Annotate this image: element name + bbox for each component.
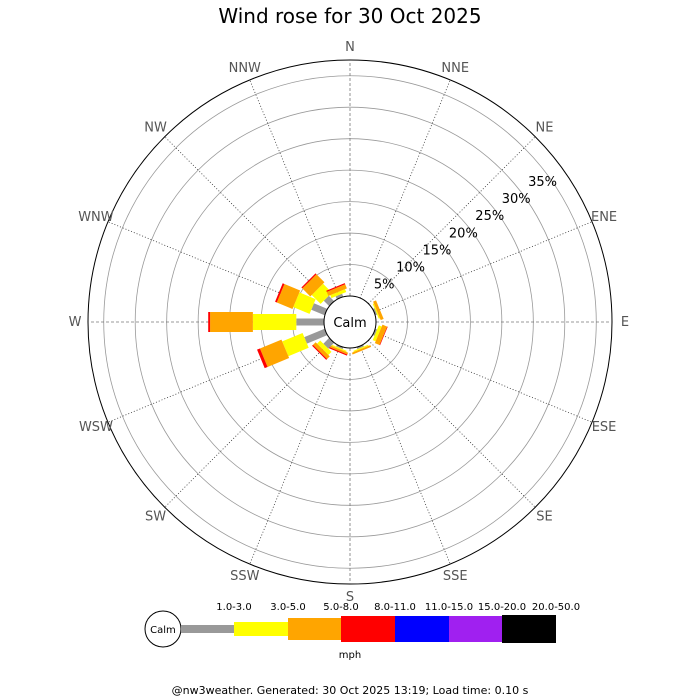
spoke-sse — [359, 345, 451, 565]
petal-segment-sse-bin1 — [356, 344, 364, 350]
direction-label-wnw: WNW — [78, 210, 114, 225]
petal-segment-sse-bin2 — [353, 344, 369, 352]
petal-segment-wsw-bin4 — [257, 348, 268, 369]
chart-title: Wind rose for 30 Oct 2025 — [218, 4, 482, 28]
legend-swatch-bin3 — [288, 618, 341, 640]
legend-swatch-bin7 — [502, 615, 556, 643]
radial-tick-label: 5% — [374, 278, 395, 293]
petal-segment-nw-bin2 — [311, 283, 332, 304]
direction-label-nnw: NNW — [229, 61, 261, 76]
legend-units-label: mph — [339, 650, 361, 661]
direction-label-nne: NNE — [441, 61, 469, 76]
petal-segment-sw-bin3 — [312, 342, 330, 360]
petal-segment-wnw-bin3 — [276, 284, 301, 310]
petal-segment-ssw-bin4 — [328, 346, 348, 356]
direction-label-wsw: WSW — [79, 420, 113, 435]
spoke-se — [368, 340, 536, 508]
petal-segment-ssw-bin1 — [336, 344, 344, 350]
legend-bin-label: 5.0-8.0 — [323, 602, 358, 613]
radial-tick-label: 30% — [502, 192, 531, 207]
legend-swatch-bin2 — [234, 622, 288, 636]
legend-bin-label: 1.0-3.0 — [216, 602, 251, 613]
direction-label-w: W — [69, 315, 82, 330]
spoke-ssw — [249, 345, 341, 565]
spoke-nw — [164, 136, 332, 304]
grid-ring-30 — [134, 106, 566, 538]
petal-segment-ese-bin4 — [379, 326, 388, 346]
legend-swatch-bin5 — [395, 616, 449, 642]
legend-bin-label: 3.0-5.0 — [270, 602, 305, 613]
direction-label-ene: ENE — [591, 210, 617, 225]
legend-swatch-bin4 — [341, 616, 395, 642]
petal-segment-ene-bin3 — [373, 300, 384, 321]
direction-label-sw: SW — [145, 509, 166, 524]
petal-segment-wsw-bin3 — [259, 339, 290, 367]
direction-label-sse: SSE — [443, 569, 468, 584]
petal-segment-ene-bin2 — [372, 303, 380, 319]
direction-label-se: SE — [536, 509, 552, 524]
radial-tick-label: 10% — [396, 261, 425, 276]
petal-segment-nw-bin3 — [302, 274, 325, 297]
petal-segment-wsw-bin2 — [282, 332, 309, 357]
petal-segment-w-bin3 — [210, 312, 253, 332]
petal-segment-nnw-bin4 — [326, 283, 346, 292]
legend-bin-label: 15.0-20.0 — [478, 602, 526, 613]
petal-segment-wsw-bin1 — [304, 328, 328, 344]
direction-label-ssw: SSW — [230, 569, 260, 584]
spoke-ene — [373, 221, 593, 313]
footer-text: @nw3weather. Generated: 30 Oct 2025 13:1… — [171, 684, 529, 697]
radial-tick-label: 25% — [475, 209, 504, 224]
legend-bin-label: 20.0-50.0 — [532, 602, 580, 613]
direction-label-s: S — [346, 590, 354, 605]
spoke-sw — [164, 340, 332, 508]
petal-segment-wnw-bin2 — [293, 292, 316, 314]
calm-label: Calm — [333, 316, 366, 331]
calm-circle — [323, 295, 377, 349]
legend-swatch-bin1 — [181, 625, 234, 633]
legend-swatch-bin6 — [449, 616, 502, 642]
petal-segment-nnw-bin2 — [330, 289, 347, 299]
petal-segment-ese-bin2 — [372, 325, 382, 342]
radial-tick-label: 15% — [423, 243, 452, 258]
petal-segment-ese-bin1 — [372, 328, 378, 336]
petal-segment-w-bin4 — [208, 312, 211, 332]
direction-label-ne: NE — [535, 121, 553, 136]
radial-tick-label: 35% — [528, 175, 557, 190]
direction-label-nw: NW — [144, 121, 167, 136]
petal-segment-nnw-bin3 — [326, 284, 347, 296]
legend-bin-label: 8.0-11.0 — [374, 602, 416, 613]
legend-calm-label: Calm — [150, 625, 176, 636]
spoke-ne — [368, 136, 536, 304]
spoke-ese — [373, 331, 593, 423]
radial-tick-label: 20% — [449, 226, 478, 241]
legend: Calm 1.0-3.0 3.0-5.0 5.0-8.0 8.0-11.0 11.0-15… — [144, 602, 580, 661]
petal-segment-wnw-bin4 — [275, 283, 285, 303]
spoke-nnw — [249, 79, 341, 299]
spoke-nne — [359, 79, 451, 299]
petal-segment-sse-bin3 — [351, 345, 372, 355]
petal-segment-nw-bin4 — [301, 273, 317, 289]
petal-segment-wnw-bin1 — [311, 303, 328, 316]
petal-segment-sw-bin2 — [317, 340, 332, 355]
petal-segment-ssw-bin3 — [328, 345, 349, 355]
petal-segment-w-bin1 — [296, 318, 324, 326]
petal-segment-ese-bin3 — [374, 324, 388, 346]
petal-segment-nnw-bin1 — [335, 293, 344, 300]
petal-segment-w-bin2 — [252, 314, 297, 330]
direction-label-n: N — [345, 40, 355, 55]
legend-bin-label: 11.0-15.0 — [425, 602, 473, 613]
direction-label-ese: ESE — [592, 420, 617, 435]
direction-label-e: E — [621, 315, 629, 330]
petal-segment-ssw-bin2 — [331, 344, 347, 352]
petal-segment-sw-bin4 — [312, 344, 328, 360]
petal-segment-ene-bin1 — [372, 308, 378, 316]
petals-group — [208, 273, 388, 369]
